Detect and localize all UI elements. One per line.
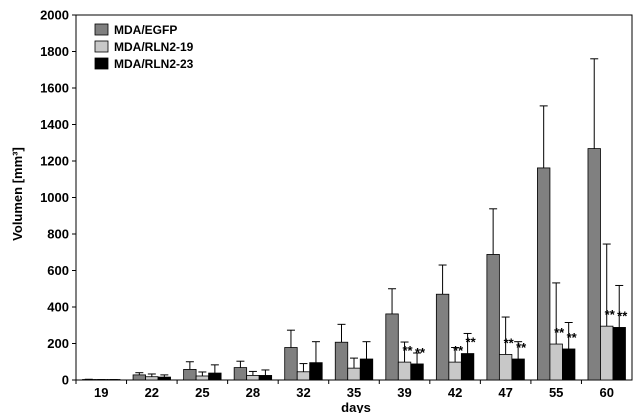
bar: [435, 293, 450, 381]
bar: [410, 363, 424, 381]
bar: [397, 361, 412, 381]
legend-label: MDA/EGFP: [114, 23, 177, 37]
legend-label: MDA/RLN2-19: [114, 40, 194, 54]
x-tick-label: 60: [599, 385, 613, 400]
significance-label: **: [466, 335, 477, 350]
x-tick-label: 39: [397, 385, 411, 400]
bar: [208, 372, 222, 381]
significance-label: **: [554, 325, 565, 340]
bar: [448, 361, 462, 381]
y-tick-label: 1200: [40, 154, 69, 169]
x-tick-label: 28: [246, 385, 260, 400]
x-axis-title: days: [341, 400, 371, 413]
bar: [145, 376, 159, 381]
significance-label: **: [617, 308, 628, 323]
y-tick-label: 200: [47, 336, 69, 351]
bar: [562, 348, 576, 381]
significance-label: **: [402, 343, 413, 358]
x-tick-label: 32: [296, 385, 310, 400]
bar: [537, 167, 551, 381]
legend-swatch: [94, 40, 109, 53]
bar: [486, 254, 500, 381]
axes: 0 200 400 600 800 1000 1200 1400 1600 1800 2000 19 2…: [40, 8, 633, 400]
y-tick-label: 1800: [40, 44, 69, 59]
bar: [359, 358, 374, 381]
bar: [549, 343, 563, 381]
bar: [587, 148, 601, 381]
bar: [347, 367, 361, 381]
significance-label: **: [504, 335, 515, 350]
y-tick-label: 2000: [40, 8, 69, 23]
bar: [284, 347, 298, 381]
bar: [385, 313, 399, 381]
significance-label: **: [567, 330, 578, 345]
x-tick-label: 55: [549, 385, 563, 400]
bar: [612, 327, 626, 381]
x-tick-label: 22: [145, 385, 159, 400]
y-tick-label: 0: [62, 373, 69, 388]
bar: [183, 369, 197, 381]
x-tick-label: 35: [347, 385, 361, 400]
y-tick-label: 800: [47, 227, 69, 242]
x-tick-label: 42: [448, 385, 462, 400]
significance-label: **: [605, 307, 616, 322]
significance-label: **: [453, 343, 464, 358]
x-tick-label: 25: [195, 385, 209, 400]
y-axis-title: Volumen [mm³]: [10, 147, 25, 241]
legend-label: MDA/RLN2-23: [114, 57, 194, 71]
bar: [258, 375, 273, 381]
bar: [460, 353, 475, 381]
bar: [498, 354, 513, 381]
y-tick-label: 1400: [40, 117, 69, 132]
legend-swatch: [94, 23, 109, 36]
x-tick-label: 19: [94, 385, 108, 400]
bar: [246, 375, 260, 381]
bar: [309, 362, 323, 381]
y-tick-label: 400: [47, 300, 69, 315]
legend-swatch: [94, 57, 109, 70]
bar: [334, 341, 349, 381]
bar: [157, 376, 171, 381]
bars-layer: ** ** **** ** **** **** **: [82, 58, 628, 381]
bar: [195, 375, 210, 381]
significance-label: **: [415, 345, 426, 360]
bar: [600, 325, 614, 381]
x-tick-label: 47: [498, 385, 512, 400]
y-tick-label: 1000: [40, 190, 69, 205]
bar: [296, 371, 311, 381]
bar: [132, 374, 146, 381]
bar: [233, 367, 248, 381]
significance-label: **: [516, 340, 527, 355]
bar: [511, 358, 525, 381]
y-tick-label: 1600: [40, 81, 69, 96]
y-tick-label: 600: [47, 263, 69, 278]
legend: MDA/EGFP MDA/RLN2-19 MDA/RLN2-23: [94, 23, 194, 71]
